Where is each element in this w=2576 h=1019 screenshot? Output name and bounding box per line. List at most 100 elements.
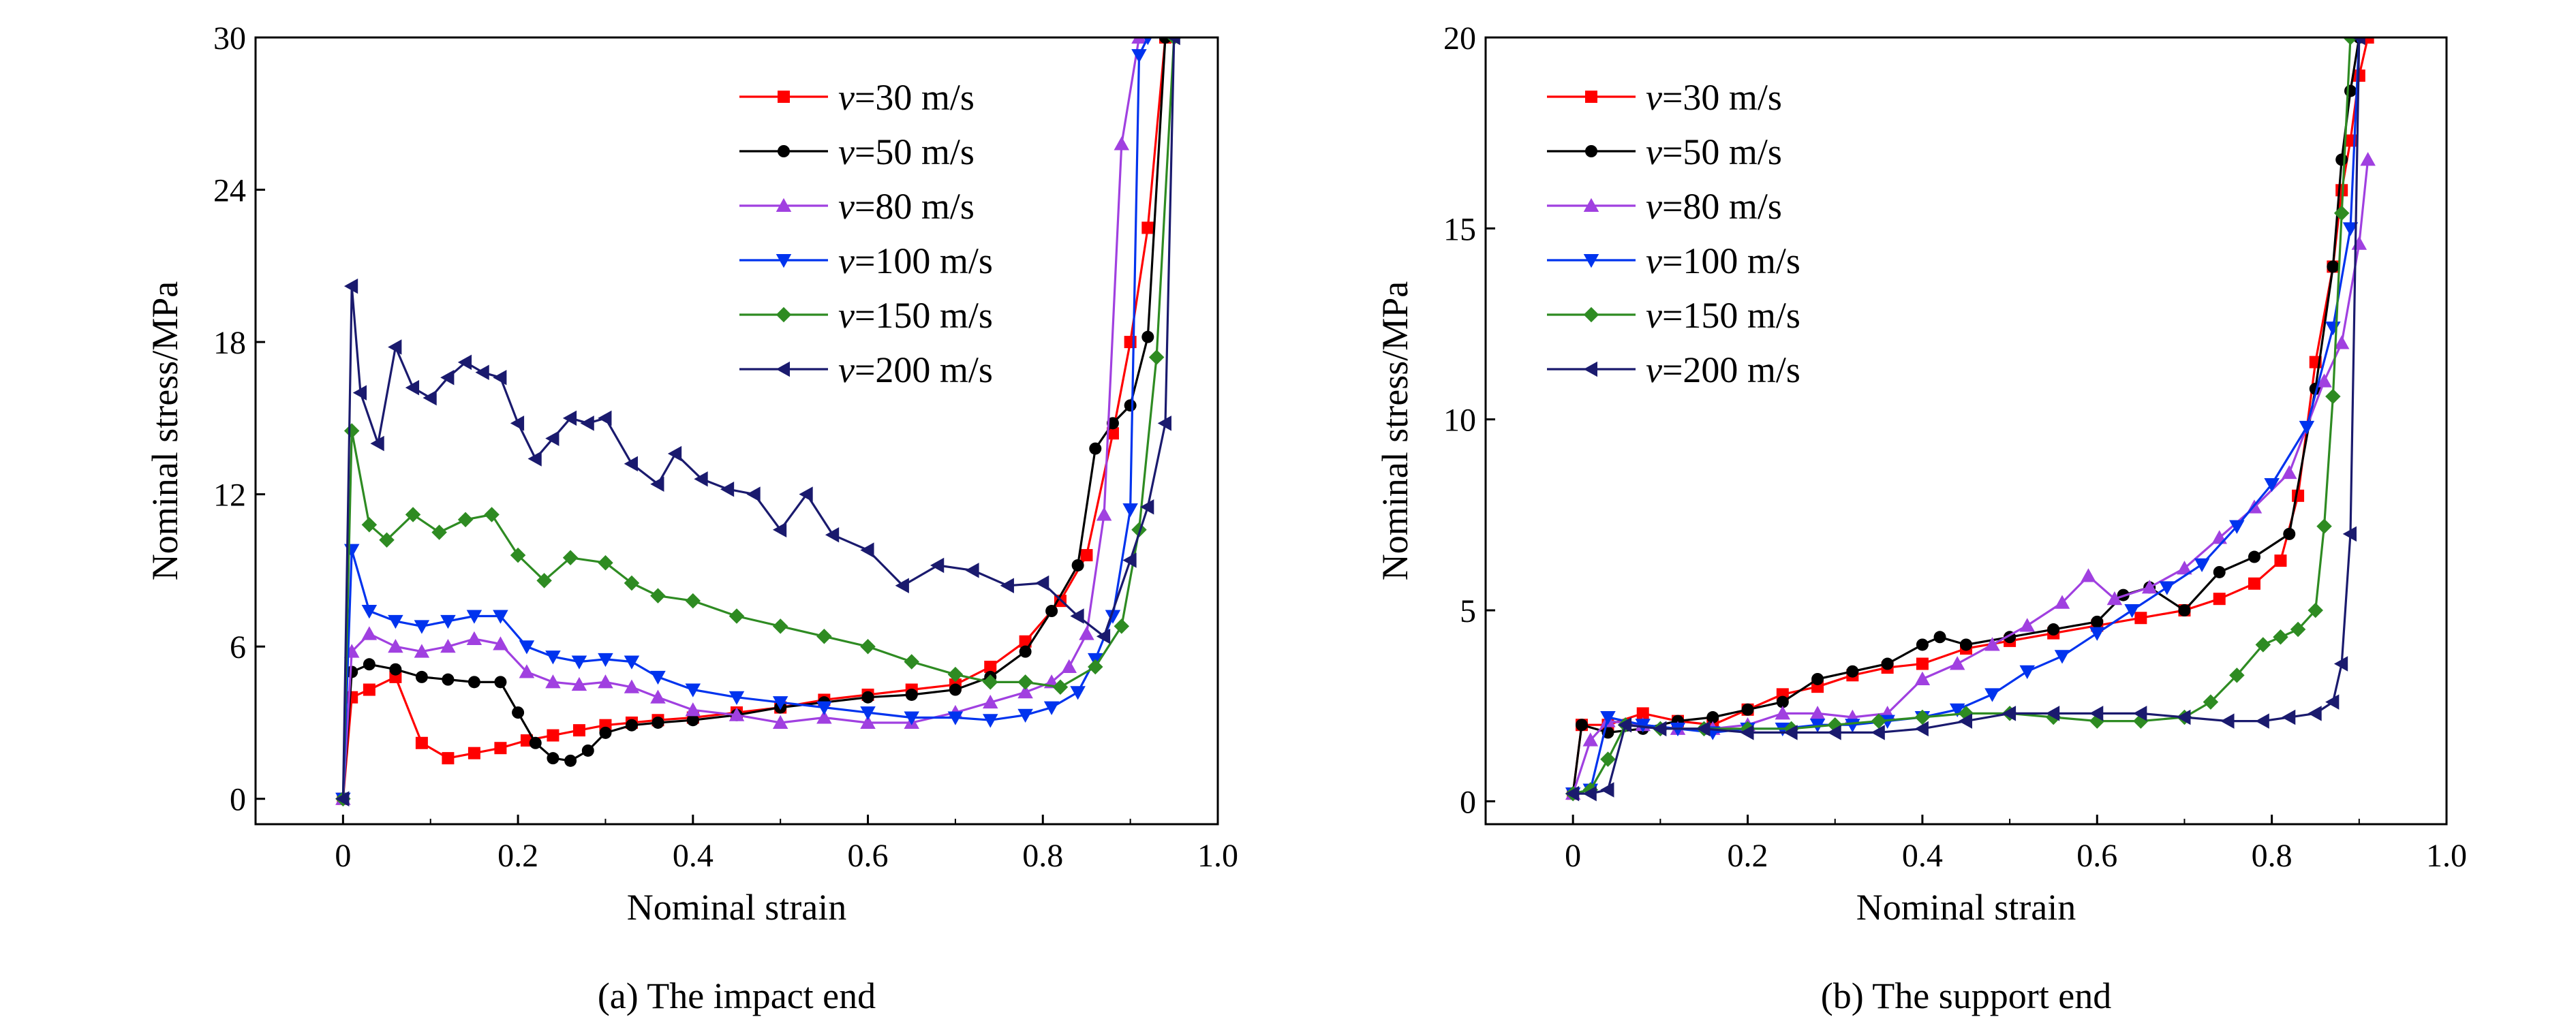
chart1-y-tick-label-1: 5 [1460, 593, 1476, 629]
series-v-80-m-s-point-22 [1017, 685, 1033, 699]
series-v-50-m-s-point-12 [581, 744, 594, 757]
series-v-150-m-s-point-10 [1914, 709, 1931, 725]
legend-entry-v-100-m-s-marker [776, 254, 792, 268]
series-v-200-m-s-point-17 [2220, 713, 2235, 729]
series-v-50-m-s-point-7 [494, 676, 507, 689]
chart0-y-axis-title: Nominal stress/MPa [144, 281, 185, 581]
series-v-200-m-s-point-6 [1740, 725, 1754, 740]
series-v-100-m-s-point-3 [1635, 719, 1651, 733]
series-v-50-m-s-point-21 [905, 688, 918, 701]
series-v-100-m-s-point-27 [1122, 503, 1138, 518]
series-v-200-m-s-point-1 [343, 278, 358, 294]
series-v-200-m-s-point-30 [1000, 578, 1014, 594]
series-v-100-m-s-point-22 [2299, 420, 2315, 435]
series-v-150-m-s-point-27 [1148, 349, 1165, 365]
series-v-200-m-s-point-20 [2307, 706, 2322, 721]
chart1-y-axis-title: Nominal stress/MPa [1375, 281, 1415, 581]
series-v-200-m-s-point-20 [694, 471, 708, 487]
series-v-80-m-s-point-11 [1914, 671, 1931, 685]
chart1-x-tick-label-3: 0.6 [2076, 838, 2117, 874]
series-v-100-m-s-point-24 [2342, 222, 2359, 236]
series-v-150-m-s-point-2 [1600, 751, 1616, 767]
series-v-50-m-s-point-22 [2283, 527, 2296, 540]
series-v-80-m-s-point-14 [685, 702, 701, 717]
series-v-80-m-s-point-1 [1582, 732, 1599, 747]
series-v-150-m-s-point-9 [536, 573, 552, 589]
series-v-200-m-s-point-6 [423, 390, 437, 406]
series-v-200-m-s-point-0 [1565, 785, 1580, 802]
chart1-x-axis-title: Nominal strain [1856, 887, 2076, 928]
series-v-150-m-s-point-14 [685, 593, 701, 609]
series-v-80-m-s-point-12 [624, 679, 640, 693]
series-v-80-m-s-point-25 [1079, 626, 1094, 640]
series-v-200-m-s-point-8 [457, 354, 472, 371]
series-v-50-m-s-point-15 [2047, 623, 2060, 636]
legend-entry-v-30-m-s-label: v=30 m/s [838, 77, 975, 118]
series-v-80-m-s-point-18 [860, 715, 876, 729]
series-v-100-m-s-point-19 [2194, 558, 2210, 572]
series-v-150-m-s-point-18 [2229, 668, 2245, 683]
chart1-axes-frame [1484, 36, 2448, 826]
series-v-200-m-s-point-22 [746, 486, 761, 502]
series-v-200-m-s-point-29 [965, 563, 979, 578]
series-v-200-m-s-point-21 [720, 481, 735, 497]
series-v-150-m-s-point-25 [2333, 205, 2350, 221]
chart0-x-tick-label-0: 0 [335, 838, 351, 874]
series-v-50-m-s-point-28 [1106, 417, 1119, 430]
series-v-150-m-s-point-1 [343, 423, 360, 439]
series-v-100-m-s-point-29 [1144, 37, 1152, 46]
series-v-100-m-s-point-21 [2264, 477, 2280, 492]
series-v-200-m-s-point-27 [895, 578, 909, 594]
series-v-100-m-s-point-11 [598, 653, 613, 668]
chart0-x-tick-label-1: 0.2 [497, 838, 538, 874]
chart1-y-tick-label-2: 10 [1443, 403, 1476, 439]
series-v-80-m-s-point-24 [1061, 659, 1077, 673]
series-v-80-m-s-point-12 [1949, 656, 1965, 670]
series-v-200-m-s-point-4 [1653, 721, 1667, 737]
series-v-150-m-s-point-19 [904, 654, 919, 670]
series-v-200-m-s-point-14 [562, 410, 577, 426]
chart-panel-impact-end: 0 0.2 0.4 0.6 0.8 1.0 0 6 12 18 24 30 Nominal strain… [144, 20, 1238, 1016]
chart0-x-tick-label-5: 1.0 [1197, 838, 1238, 874]
series-v-30-m-s-point-11 [1916, 657, 1929, 670]
series-v-100-m-s-point-26 [1105, 610, 1121, 624]
series-v-80-m-s-point-24 [2333, 335, 2350, 349]
series-v-100-m-s-point-14 [2019, 665, 2035, 679]
series-v-200-m-s-point-10 [1914, 721, 1929, 737]
series-v-80-m-s-point-23 [2316, 373, 2332, 388]
legend-entry-v-150-m-s-label: v=150 m/s [1646, 295, 1800, 336]
series-v-200-m-s-point-23 [2342, 526, 2357, 542]
series-v-200-m-s-point-18 [2255, 713, 2269, 729]
series-v-50-m-s-point-3 [389, 663, 402, 676]
series-v-200-m-s-point-24 [799, 486, 813, 502]
series-v-30-m-s-point-19 [2248, 577, 2260, 590]
series-v-50-m-s-point-6 [1741, 703, 1754, 716]
series-v-50-m-s-point-29 [1124, 399, 1137, 412]
series-v-150-m-s-point-24 [2325, 388, 2341, 405]
series-v-150-m-s-point-11 [598, 554, 613, 571]
series-v-200-m-s-point-19 [667, 445, 682, 462]
series-v-100-m-s-point-13 [650, 670, 666, 685]
series-v-200-m-s-point-22 [2333, 656, 2348, 672]
series-v-80-m-s-point-17 [816, 710, 832, 724]
series-v-80-m-s-point-13 [650, 689, 666, 704]
series-v-200-m-s-point-24 [2351, 37, 2365, 46]
series-v-50-m-s-point-16 [2091, 615, 2104, 628]
series-v-200-m-s-point-4 [388, 339, 402, 355]
series-v-30-m-s-point-25 [1106, 427, 1119, 440]
chart1-y-tick-label-4: 20 [1443, 20, 1476, 57]
legend-entry-v-50-m-s-marker [778, 145, 790, 157]
series-v-150-m-s-point-16 [772, 618, 788, 634]
series-v-50-m-s-point-8 [1811, 672, 1824, 685]
series-v-100-m-s-point-12 [624, 655, 640, 670]
chart0-plot-area [335, 37, 1182, 806]
series-v-200-m-s-point-28 [930, 557, 945, 574]
series-v-50-m-s-line [1571, 37, 2361, 794]
legend-entry-v-200-m-s-label: v=200 m/s [838, 349, 993, 390]
series-v-100-m-s-point-15 [729, 691, 745, 705]
series-v-80-m-s-point-8 [519, 664, 535, 678]
series-v-150-m-s-point-13 [650, 588, 666, 603]
series-v-100-m-s-point-2 [361, 605, 378, 619]
chart1-x-tick-label-5: 1.0 [2426, 838, 2467, 874]
legend-entry-v-100-m-s-label: v=100 m/s [1646, 240, 1800, 281]
